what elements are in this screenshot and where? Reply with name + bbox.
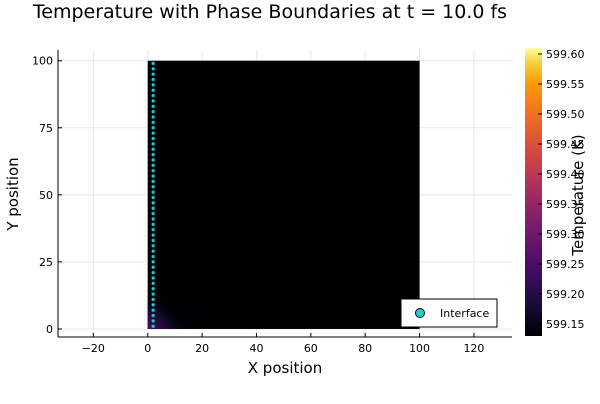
heatmap-background [147, 60, 420, 329]
colorbar-tick-label: 599.25 [546, 258, 585, 271]
interface-point [151, 217, 156, 221]
interface-point [151, 276, 156, 280]
interface-point [151, 190, 156, 195]
colorbar-tick-label: 599.45 [546, 138, 585, 151]
interface-point [151, 233, 156, 237]
interface-point [151, 131, 156, 136]
heatmap [147, 60, 420, 329]
interface-point [151, 313, 156, 318]
interface-point [151, 120, 156, 125]
colorbar-tick-label: 599.50 [546, 108, 585, 121]
interface-point [151, 179, 156, 184]
colorbar-tick-label: 599.30 [546, 228, 585, 241]
colorbar-tick-label: 599.15 [546, 318, 585, 331]
axes: −20 0 20 40 60 80 100 120 0 25 50 75 100 [32, 50, 512, 355]
colorbar-tick-label: 599.60 [546, 48, 585, 61]
interface-point [151, 243, 156, 248]
x-tick-label: 20 [195, 342, 209, 355]
interface-point [151, 141, 156, 146]
interface-point [151, 104, 156, 109]
colorbar-tick-label: 599.40 [546, 168, 585, 181]
chart-title: Temperature with Phase Boundaries at t =… [32, 1, 507, 23]
interface-point [151, 222, 156, 227]
colorbar-tick-label: 599.35 [546, 198, 585, 211]
x-tick-label: 40 [249, 342, 263, 355]
interface-point [151, 147, 156, 152]
interface-series [151, 61, 156, 329]
interface-point [151, 136, 156, 141]
interface-point [151, 61, 156, 66]
interface-point [151, 281, 156, 286]
interface-point [151, 174, 156, 178]
interface-point [151, 93, 156, 98]
interface-point [151, 238, 156, 243]
interface-point [151, 200, 156, 205]
interface-point [151, 168, 156, 173]
colorbar-title: Temperature (K) [569, 134, 587, 256]
interface-point [151, 308, 156, 313]
interface-point [151, 270, 156, 275]
interface-point [151, 211, 156, 216]
interface-point [151, 115, 156, 119]
y-tick-label: 0 [46, 323, 53, 336]
interface-point [151, 206, 156, 211]
interface-point [151, 72, 156, 77]
x-tick-label: 80 [358, 342, 372, 355]
interface-point [151, 158, 156, 162]
x-tick-label: 60 [304, 342, 318, 355]
interface-point [151, 297, 156, 302]
colorbar-tick-label: 599.20 [546, 288, 585, 301]
interface-point [151, 152, 156, 157]
x-tick-label: −20 [82, 342, 105, 355]
x-tick-label: 0 [144, 342, 151, 355]
x-tick-label: 100 [409, 342, 430, 355]
interface-point [151, 99, 156, 103]
legend-marker [415, 308, 425, 318]
interface-point [151, 227, 156, 232]
interface-point [151, 125, 156, 130]
interface-point [151, 292, 156, 296]
interface-point [151, 249, 156, 254]
legend-label: Interface [440, 307, 489, 320]
legend: Interface [400, 298, 498, 328]
interface-point [151, 163, 156, 168]
interface-point [151, 286, 156, 291]
interface-point [151, 82, 156, 87]
y-axis-title: Y position [4, 157, 22, 231]
y-tick-label: 75 [39, 122, 53, 135]
y-tick-label: 100 [32, 55, 53, 68]
colorbar-gradient [525, 48, 542, 336]
interface-point [151, 302, 156, 307]
interface-point [151, 109, 156, 114]
colorbar-tick-label: 599.55 [546, 78, 585, 91]
interface-point [151, 77, 156, 82]
heatmap-hot-spot [147, 280, 203, 329]
x-axis-title: X position [248, 359, 322, 377]
x-tick-label: 120 [463, 342, 484, 355]
interface-point [151, 195, 156, 200]
interface-point [151, 184, 156, 189]
interface-point [151, 324, 156, 329]
interface-point [151, 259, 156, 264]
interface-point [151, 254, 156, 259]
y-tick-label: 25 [39, 256, 53, 269]
interface-point [151, 88, 156, 93]
colorbar: 599.15 599.20 599.25 599.30 599.35 599.40 599.… [525, 48, 585, 336]
interface-point [151, 319, 156, 323]
interface-point [151, 265, 156, 270]
y-tick-label: 50 [39, 189, 53, 202]
interface-point [151, 66, 156, 71]
